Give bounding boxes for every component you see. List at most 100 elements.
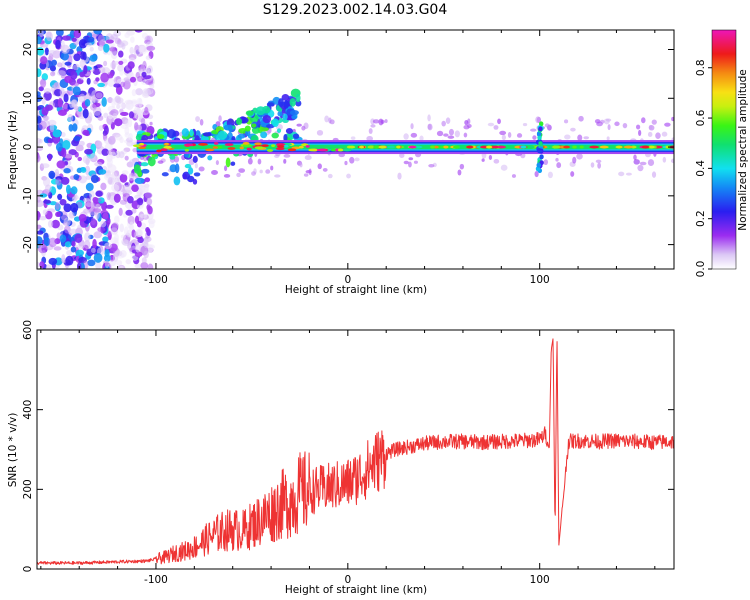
carrier-peak [239,146,244,150]
streak-blob [192,155,198,163]
noise-blob [54,169,60,177]
carrier-peak [563,145,570,149]
speckle [651,171,657,178]
spectrogram-y-tick-label: -10 [22,187,34,204]
noise-blob [111,184,120,192]
noise-blob [128,132,133,141]
streak-blob [260,131,268,139]
carrier-peak [242,144,252,147]
speckle [238,168,246,173]
noise-blob [134,30,143,33]
speckle [299,162,303,168]
noise-blob [102,212,109,220]
noise-blob [68,211,75,219]
noise-blob [89,46,94,52]
speckle [578,115,584,122]
noise-blob [47,153,52,162]
noise-blob [65,184,71,195]
speckle [622,122,628,129]
noise-blob [129,221,134,230]
noise-blob [136,220,142,228]
carrier-peak [386,145,395,149]
streak-blob [192,178,198,185]
carrier-peak [623,145,634,149]
speckle [194,162,198,169]
noise-blob [61,254,66,264]
noise-blob [55,142,64,152]
colorbar-tick-label: 0.4 [695,160,707,177]
snr-y-tick-label: 600 [22,320,34,340]
carrier-peak [156,149,162,153]
noise-blob [119,265,124,269]
spectrogram-y-label: Frequency (Hz) [7,110,19,189]
noise-blob [65,255,74,266]
speckle [501,134,506,141]
noise-blob [105,204,114,209]
noise-blob [84,232,91,242]
noise-blob [107,135,116,145]
noise-blob [146,204,151,211]
speckle [436,130,444,137]
colorbar-tick-label: 0.0 [695,261,707,278]
streak-blob [187,175,195,183]
spike-blob [536,148,542,154]
noise-blob [48,257,58,266]
noise-blob [48,49,57,55]
speckle [618,171,625,177]
speckle [535,116,541,124]
speckle [661,131,668,137]
noise-blob [134,122,139,131]
noise-blob [37,115,42,124]
noise-blob [114,250,123,257]
noise-blob [57,70,66,77]
noise-blob [75,249,85,257]
speckle [454,130,460,138]
noise-blob [146,198,153,206]
noise-blob [98,66,106,74]
noise-blob [76,262,82,269]
streak-blob [184,163,192,169]
noise-blob [40,78,47,88]
streak-blob [228,124,233,133]
noise-blob [77,156,83,162]
noise-blob [95,77,100,82]
noise-blob [119,136,124,144]
noise-blob [48,237,57,248]
carrier-peak [213,142,219,145]
noise-blob [37,262,41,268]
noise-blob [57,109,67,116]
noise-blob [43,199,52,204]
spike-blob [538,121,544,127]
spike-blob [537,135,542,141]
noise-blob [40,163,50,169]
colorbar-tick-label: 0.8 [695,59,707,76]
spike-blob [536,162,541,168]
colorbar-tick-label: 0.6 [695,109,707,126]
carrier-peak [497,145,506,149]
streak-blob [193,172,201,177]
noise-blob [51,219,60,229]
noise-blob [82,197,91,203]
carrier-peak [396,145,401,149]
speckle [329,119,335,125]
noise-blob [44,184,52,192]
noise-blob [84,148,93,155]
streak-blob [169,164,177,173]
carrier-peak [615,145,623,149]
noise-blob [121,238,129,246]
carrier-peak [212,146,218,149]
noise-blob [115,150,121,159]
noise-blob [84,42,93,47]
streak-blob [189,129,194,137]
streak-blob [156,134,165,140]
carrier-peak [589,145,600,149]
noise-blob [102,236,109,243]
speckle [322,167,328,172]
streak-blob [289,110,299,116]
carrier-peak [466,145,474,149]
speckle [350,136,356,140]
speckle [614,121,620,127]
speckle [384,119,388,124]
carrier-peak [492,145,500,149]
